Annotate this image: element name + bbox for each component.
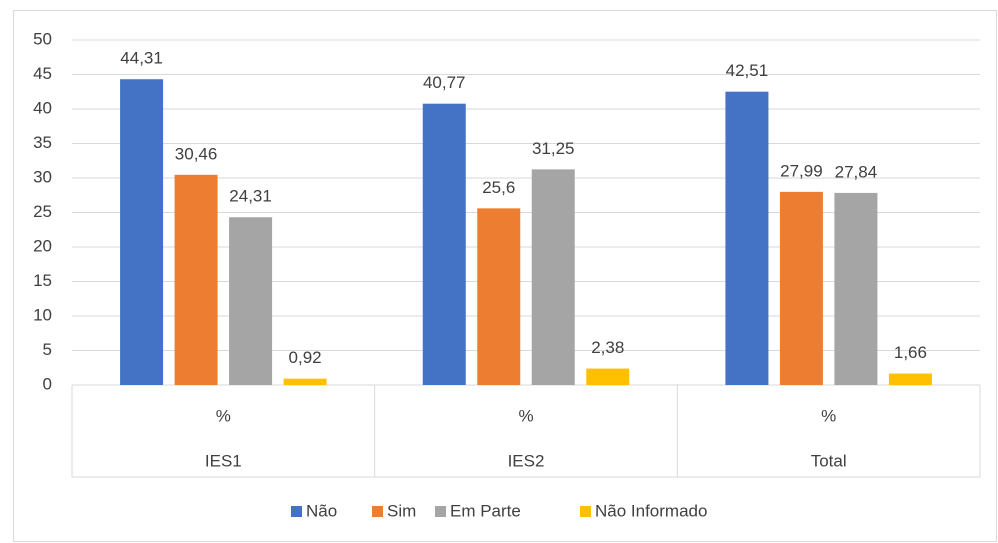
data-label: 25,6 xyxy=(482,178,515,197)
x-tick-label: IES2 xyxy=(508,451,545,470)
data-label: 27,99 xyxy=(780,161,823,180)
legend-label: Sim xyxy=(387,501,416,520)
bar xyxy=(283,378,327,385)
y-tick-label: 0 xyxy=(43,374,52,393)
legend-swatch xyxy=(435,506,446,517)
x-tick-label: Total xyxy=(811,451,847,470)
legend-swatch xyxy=(372,506,383,517)
legend-label: Não Informado xyxy=(595,501,707,520)
data-label: 42,51 xyxy=(726,61,769,80)
x-subcategory-label: % xyxy=(518,406,533,425)
y-tick-label: 25 xyxy=(33,202,52,221)
y-tick-label: 45 xyxy=(33,64,52,83)
data-label: 44,31 xyxy=(120,49,163,68)
bar xyxy=(888,373,932,385)
bar xyxy=(422,103,466,385)
data-label: 0,92 xyxy=(289,348,322,367)
legend-swatch xyxy=(291,506,302,517)
y-tick-label: 30 xyxy=(33,167,52,186)
data-label: 27,84 xyxy=(835,162,878,181)
data-label: 31,25 xyxy=(532,139,575,158)
bar xyxy=(834,192,878,385)
bar xyxy=(120,79,164,386)
bar xyxy=(725,91,769,385)
y-tick-label: 35 xyxy=(33,133,52,152)
y-tick-label: 5 xyxy=(43,340,52,359)
legend-label: Não xyxy=(306,501,337,520)
bar xyxy=(531,169,575,385)
y-tick-label: 10 xyxy=(33,305,52,324)
bar xyxy=(477,208,521,385)
bar xyxy=(174,174,218,385)
data-label: 30,46 xyxy=(175,144,218,163)
legend-swatch xyxy=(580,506,591,517)
legend-label: Em Parte xyxy=(450,501,521,520)
y-tick-label: 40 xyxy=(33,98,52,117)
data-label: 24,31 xyxy=(229,187,272,206)
data-label: 1,66 xyxy=(894,343,927,362)
bar xyxy=(229,217,273,385)
y-tick-label: 15 xyxy=(33,271,52,290)
y-tick-label: 20 xyxy=(33,236,52,255)
data-label: 2,38 xyxy=(591,338,624,357)
x-subcategory-label: % xyxy=(821,406,836,425)
x-subcategory-label: % xyxy=(216,406,231,425)
chart-frame xyxy=(13,10,997,542)
bar xyxy=(779,191,823,385)
data-label: 40,77 xyxy=(423,73,466,92)
bar xyxy=(586,368,630,385)
x-tick-label: IES1 xyxy=(205,451,242,470)
y-tick-label: 50 xyxy=(33,29,52,48)
